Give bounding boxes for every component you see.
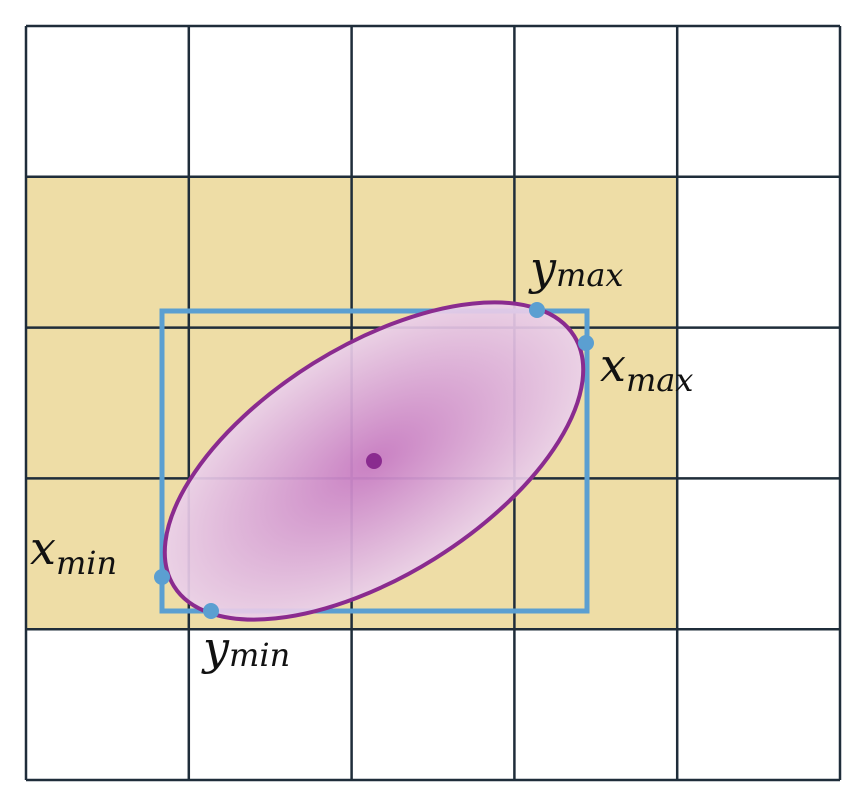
highlighted-cell [26,176,189,328]
x-max-point [578,335,594,351]
x-max-label: xmax [600,338,693,399]
highlighted-cell [514,176,678,328]
highlighted-cell [514,478,678,630]
x-min-point [154,569,170,585]
y-max-point [529,302,545,318]
highlighted-cell [188,176,352,328]
bounding-box [159,308,590,614]
y-min-label: ymin [201,621,290,675]
y-min-point [203,603,219,619]
y-max-label: ymax [528,241,623,295]
ellipse-center-point [366,453,382,469]
grid [24,24,842,782]
x-min-label: xmin [30,521,117,582]
